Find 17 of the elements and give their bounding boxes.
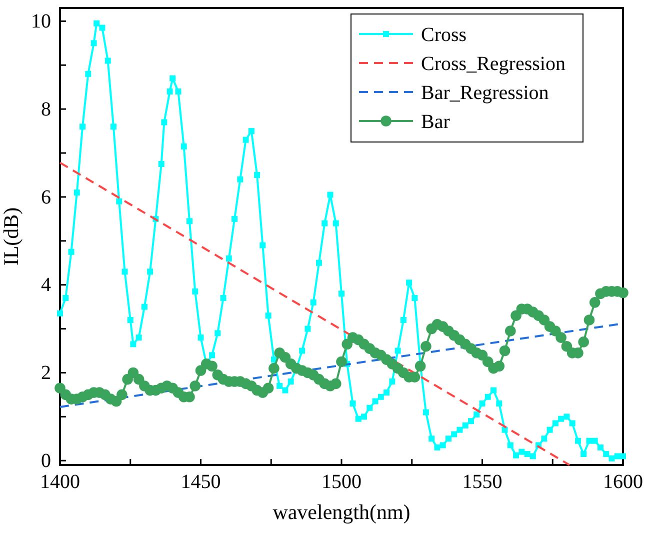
y-tick-label: 4 bbox=[41, 274, 51, 296]
legend-label: Bar bbox=[421, 111, 450, 133]
x-tick-label: 1600 bbox=[603, 471, 643, 494]
x-tick-label: 1500 bbox=[322, 471, 362, 494]
y-tick-label: 0 bbox=[41, 450, 51, 472]
legend-label: Cross bbox=[421, 24, 467, 46]
y-tick-label: 10 bbox=[31, 10, 51, 33]
y-tick-label: 2 bbox=[41, 362, 51, 384]
x-tick-label: 1450 bbox=[180, 471, 221, 494]
x-tick-label: 1400 bbox=[40, 471, 80, 494]
y-tick-label: 8 bbox=[41, 98, 51, 120]
x-axis-title: wavelength(nm) bbox=[272, 500, 410, 524]
legend-label: Cross_Regression bbox=[421, 53, 566, 75]
y-tick-label: 6 bbox=[41, 186, 51, 208]
legend-label: Bar_Regression bbox=[421, 82, 549, 104]
y-axis-title: IL(dB) bbox=[0, 207, 23, 266]
x-tick-label: 1550 bbox=[462, 471, 502, 494]
